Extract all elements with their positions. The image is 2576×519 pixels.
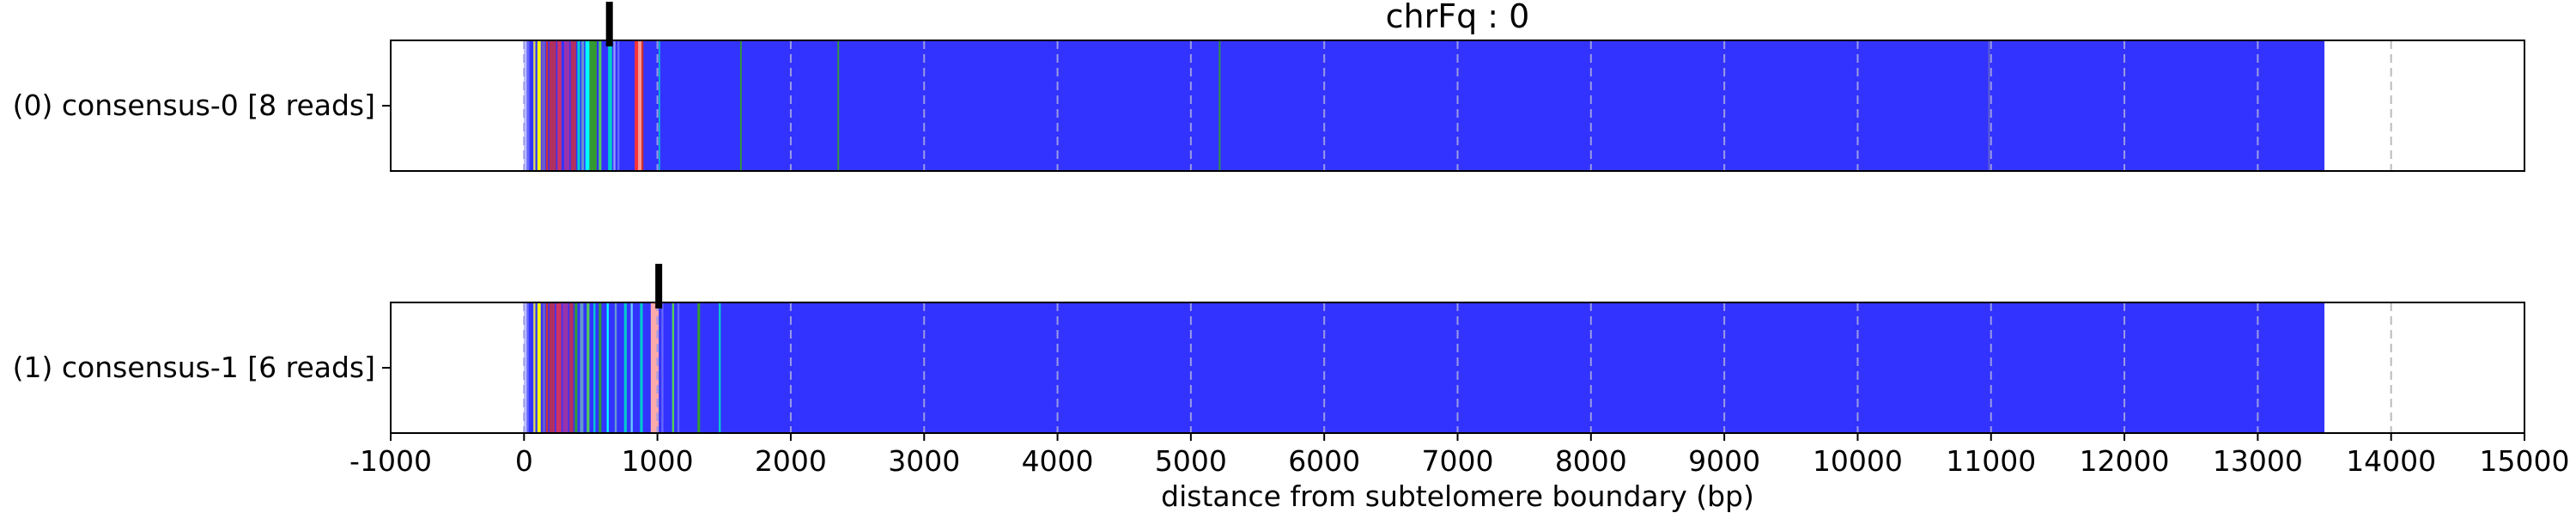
band-0-3 — [537, 40, 541, 171]
band-0-14 — [598, 40, 602, 171]
band-0-19 — [638, 40, 641, 171]
band-1-1 — [526, 302, 529, 433]
track-marker-0 — [605, 2, 613, 46]
x-tick-label-16: 15000 — [2480, 444, 2570, 478]
x-tick-label-9: 8000 — [1555, 444, 1627, 478]
track-fill-1 — [524, 302, 2325, 433]
x-tick-label-12: 11000 — [1946, 444, 2036, 478]
band-1-15 — [606, 302, 609, 433]
x-axis-label: distance from subtelomere boundary (bp) — [1161, 479, 1754, 513]
band-1-25 — [719, 302, 721, 433]
band-1-2 — [533, 302, 536, 433]
band-0-2 — [533, 40, 536, 171]
x-tick-label-7: 6000 — [1288, 444, 1360, 478]
band-1-9 — [569, 302, 574, 433]
band-1-6 — [549, 302, 556, 433]
band-0-8 — [563, 40, 570, 171]
band-0-18 — [635, 40, 639, 171]
x-tick-label-6: 5000 — [1155, 444, 1227, 478]
band-0-4 — [541, 40, 546, 171]
chart-title: chrFq : 0 — [1386, 0, 1530, 35]
band-0-9 — [570, 40, 576, 171]
band-1-12 — [586, 302, 590, 433]
band-1-18 — [630, 302, 633, 433]
band-0-22 — [739, 40, 742, 171]
band-0-7 — [557, 40, 562, 171]
band-1-5 — [545, 302, 549, 433]
band-0-11 — [581, 40, 585, 171]
band-0-0 — [524, 40, 527, 171]
band-0-20 — [641, 40, 644, 171]
track-marker-1 — [655, 264, 663, 308]
band-1-10 — [574, 302, 578, 433]
x-tick-label-0: -1000 — [349, 444, 432, 478]
band-1-0 — [524, 302, 527, 433]
band-0-15 — [608, 40, 612, 171]
band-1-24 — [697, 302, 701, 433]
band-0-16 — [613, 40, 616, 171]
band-1-22 — [671, 302, 675, 433]
x-tick-label-14: 13000 — [2213, 444, 2303, 478]
band-0-12 — [585, 40, 590, 171]
band-0-10 — [577, 40, 580, 171]
band-0-24 — [1218, 40, 1221, 171]
band-1-21 — [661, 302, 664, 433]
band-1-3 — [537, 302, 541, 433]
band-1-19 — [640, 302, 643, 433]
band-1-16 — [614, 302, 617, 433]
x-tick-label-10: 9000 — [1688, 444, 1760, 478]
band-0-5 — [545, 40, 549, 171]
band-1-13 — [593, 302, 596, 433]
x-tick-label-5: 4000 — [1022, 444, 1094, 478]
band-0-17 — [617, 40, 620, 171]
band-0-23 — [837, 40, 840, 171]
track-label-1: (1) consensus-1 [6 reads] — [13, 351, 375, 384]
x-tick-label-3: 2000 — [755, 444, 827, 478]
track-label-0: (0) consensus-0 [8 reads] — [13, 89, 375, 122]
track-fill-0 — [524, 40, 2325, 171]
x-tick-label-11: 10000 — [1813, 444, 1903, 478]
band-1-11 — [580, 302, 584, 433]
band-1-20 — [650, 302, 659, 433]
band-1-7 — [556, 302, 562, 433]
band-1-4 — [543, 302, 546, 433]
x-tick-label-1: 0 — [515, 444, 533, 478]
band-0-1 — [526, 40, 530, 171]
x-tick-label-15: 14000 — [2346, 444, 2436, 478]
band-1-8 — [562, 302, 568, 433]
x-tick-label-4: 3000 — [888, 444, 960, 478]
band-0-13 — [589, 40, 597, 171]
band-1-14 — [598, 302, 602, 433]
band-0-21 — [659, 40, 660, 171]
band-0-6 — [549, 40, 556, 171]
x-tick-label-13: 12000 — [2080, 444, 2170, 478]
band-1-17 — [623, 302, 627, 433]
band-1-23 — [677, 302, 680, 433]
x-tick-label-2: 1000 — [622, 444, 694, 478]
band-0-25 — [1988, 40, 1990, 171]
x-tick-label-8: 7000 — [1422, 444, 1494, 478]
